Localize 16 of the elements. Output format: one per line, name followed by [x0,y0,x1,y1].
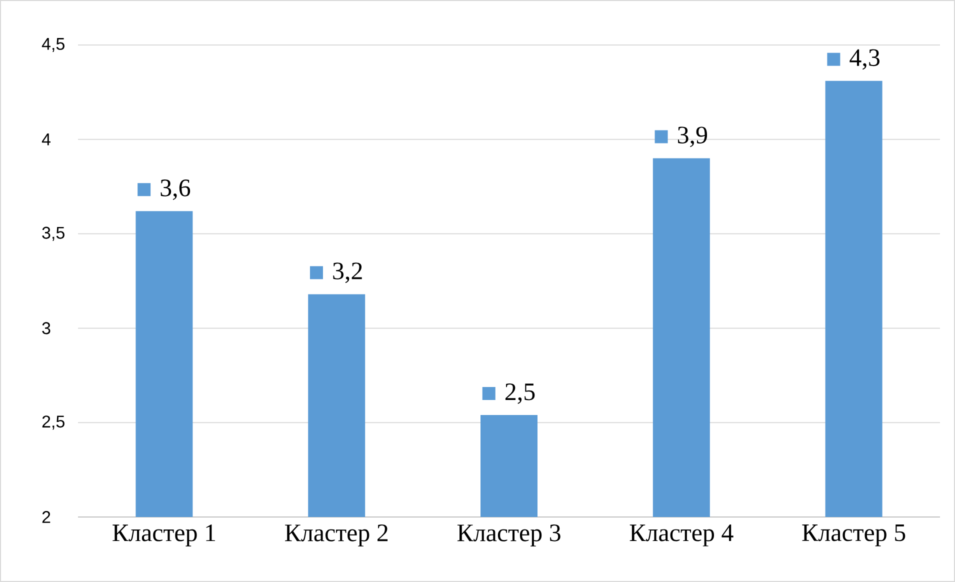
data-label: 3,2 [333,262,362,284]
data-label: 3,9 [678,126,708,148]
y-tick-label: 4 [42,134,50,146]
x-tick-label: Кластер 1 [112,524,216,546]
y-tick-label: 4,5 [42,38,64,52]
x-tick-label: Кластер 3 [457,524,560,546]
y-tick-label: 3 [42,322,50,334]
y-tick-label: 2,5 [42,416,64,430]
data-label: 3,6 [160,180,190,200]
x-tick-label: Кластер 5 [802,524,906,546]
y-tick-label: 2 [42,511,50,523]
y-tick-label: 3,5 [42,226,64,241]
x-tick-label: Кластер 4 [630,524,734,546]
data-label: 4,3 [850,49,880,70]
x-tick-label: Кластер 2 [285,524,388,546]
data-label: 2,5 [505,383,535,404]
